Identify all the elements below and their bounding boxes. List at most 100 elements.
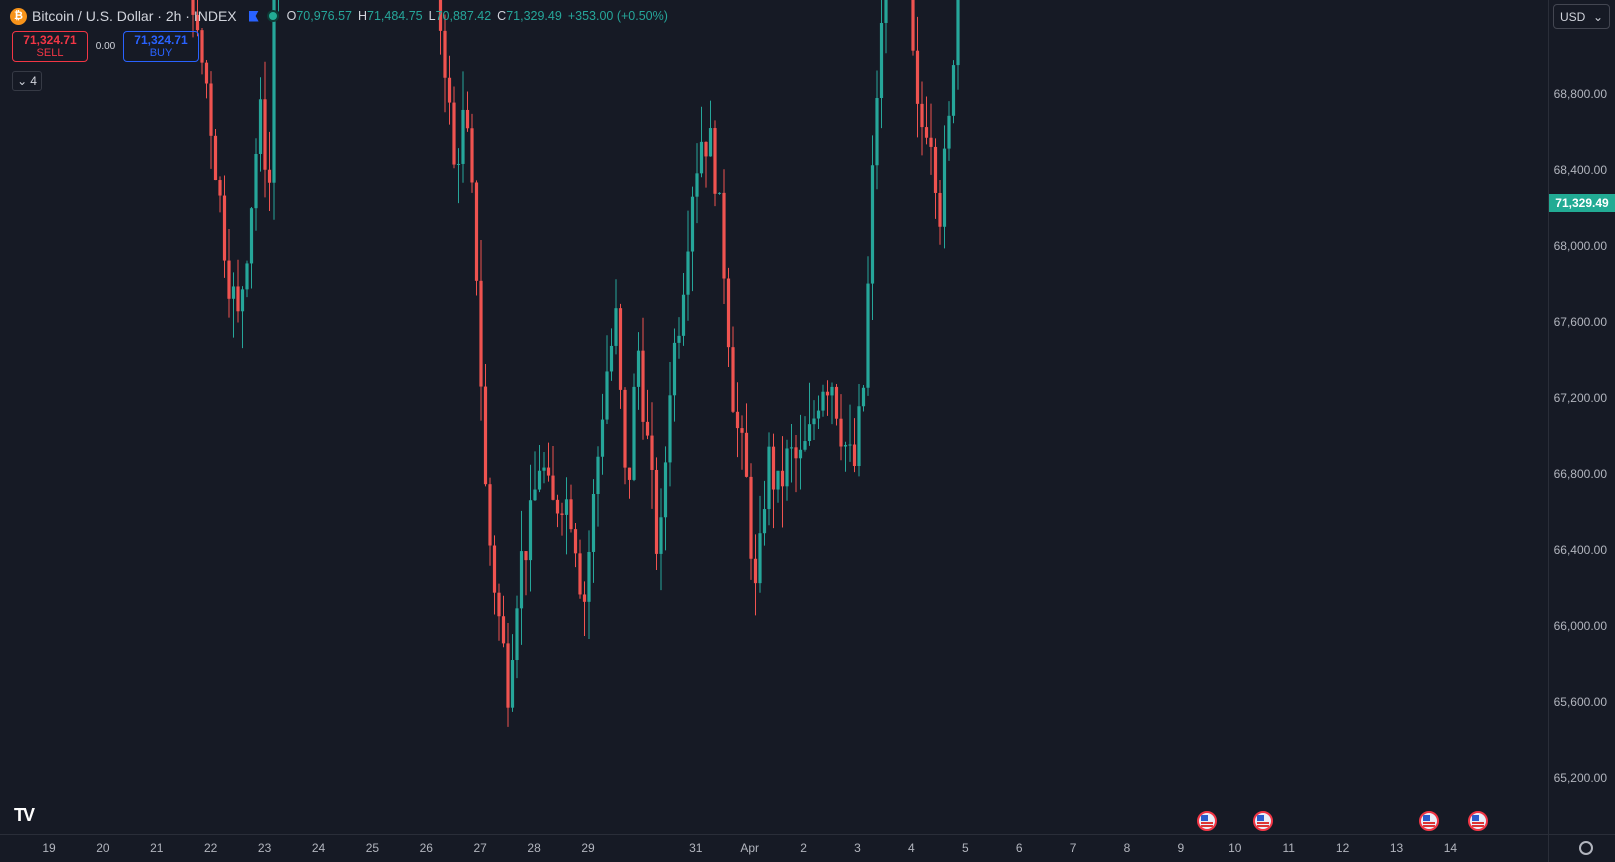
candle-body (753, 558, 758, 584)
time-tick-label: 9 (1177, 841, 1185, 855)
candle-body (492, 545, 497, 593)
flag-icon[interactable] (248, 10, 259, 22)
time-scale[interactable]: 19 20 21 22 23 24 25 26 27 28 29 31 Apr 2 3 4 5 6 7 8 9 10 11 1… (0, 834, 1548, 862)
price-tick-label: 67,600.00 (1553, 315, 1607, 329)
time-tick-label: 24 (311, 841, 326, 855)
candle-body (717, 192, 722, 194)
candle-body (933, 146, 938, 193)
indicators-count: 4 (30, 74, 37, 88)
price-tick-label: 68,400.00 (1553, 163, 1607, 177)
candle-body (438, 0, 443, 31)
time-tick-label: 7 (1069, 841, 1077, 855)
candle-body (668, 395, 672, 463)
ohlc-close: C71,329.49 (497, 9, 562, 23)
candle-body (956, 0, 960, 66)
settings-icon[interactable] (1579, 841, 1593, 855)
candle-body (555, 499, 560, 514)
candle-body (236, 286, 240, 312)
us-flag-event-icon[interactable] (1197, 811, 1217, 831)
price-tick-label: 66,400.00 (1553, 543, 1607, 557)
candle-body (848, 444, 852, 446)
indicators-toggle[interactable]: ⌄ 4 (12, 71, 42, 91)
candle-body (614, 308, 618, 346)
sell-button[interactable]: 71,324.71 SELL (12, 31, 88, 62)
candle-body (794, 447, 798, 459)
candle-body (524, 551, 528, 561)
candle-body (789, 447, 794, 449)
candle-body (249, 208, 254, 264)
currency-select[interactable]: USD ⌄ (1553, 4, 1610, 29)
candle-body (618, 308, 623, 390)
candle-body (951, 65, 956, 116)
chart-area[interactable] (0, 0, 1548, 834)
tradingview-logo[interactable]: TV (14, 805, 35, 825)
candle-body (465, 109, 470, 129)
candle-body (267, 169, 272, 183)
price-tick-label: 66,000.00 (1553, 619, 1607, 633)
candle-body (452, 102, 456, 165)
candle-body (695, 173, 699, 197)
candle-body (915, 50, 920, 104)
trade-panel: 71,324.71 SELL 0.00 71,324.71 BUY (12, 31, 199, 62)
candle-body (510, 660, 515, 708)
candle-body (596, 456, 600, 495)
time-tick-label: 3 (854, 841, 861, 855)
time-tick-label: 23 (257, 841, 272, 855)
time-tick-label: 19 (42, 841, 56, 855)
time-tick-label: 5 (961, 841, 969, 855)
candle-body (749, 476, 753, 559)
time-tick-label: 13 (1389, 841, 1404, 855)
candle-body (231, 286, 236, 299)
candle-body (209, 83, 213, 136)
candle-body (263, 99, 267, 170)
price-chart[interactable] (0, 0, 1548, 834)
candle-body (488, 484, 492, 546)
market-status-icon[interactable] (266, 10, 279, 22)
candle-body (681, 294, 686, 336)
candle-body (222, 195, 227, 261)
candle-body (861, 387, 866, 407)
candle-body (623, 389, 627, 468)
candle-body (659, 517, 663, 554)
candle-body (942, 148, 947, 227)
candle-body (515, 608, 519, 661)
candle-body (560, 513, 564, 515)
time-tick-label: 11 (1282, 841, 1295, 855)
candle-body (528, 500, 533, 561)
candle-body (195, 14, 200, 31)
candle-body (690, 196, 695, 252)
candle-body (785, 448, 789, 487)
time-tick-label: 25 (365, 841, 380, 855)
sell-price: 71,324.71 (23, 33, 77, 47)
price-tick-label: 67,200.00 (1553, 391, 1607, 405)
candle-body (866, 283, 870, 388)
candle-body (740, 428, 744, 433)
symbol-title[interactable]: Bitcoin / U.S. Dollar · 2h · INDEX (32, 8, 237, 24)
chevron-down-icon: ⌄ (17, 74, 28, 88)
us-flag-event-icon[interactable] (1419, 811, 1439, 831)
candle-body (731, 347, 735, 412)
buy-button[interactable]: 71,324.71 BUY (123, 31, 199, 62)
time-tick-label: 12 (1335, 841, 1350, 855)
candle-body (812, 418, 816, 425)
candle-body (245, 263, 249, 290)
us-flag-event-icon[interactable] (1253, 811, 1273, 831)
scale-corner (1548, 834, 1615, 862)
candle-body (632, 386, 636, 480)
candle-body (920, 103, 924, 128)
candle-body (461, 109, 465, 164)
price-scale[interactable]: 65,200.00 65,600.00 66,000.00 66,400.00 66,8… (1548, 0, 1615, 834)
candle-body (938, 192, 942, 227)
candle-body (641, 350, 645, 422)
candle-body (771, 446, 776, 490)
time-tick-label: 29 (581, 841, 595, 855)
sell-label: SELL (36, 47, 64, 59)
candle-body (456, 163, 461, 165)
price-tick-label: 65,200.00 (1553, 771, 1607, 785)
candle-body (699, 141, 704, 174)
buy-label: BUY (149, 47, 173, 59)
candle-body (582, 594, 587, 602)
us-flag-event-icon[interactable] (1468, 811, 1488, 831)
currency-label: USD (1560, 9, 1586, 24)
candle-body (272, 0, 276, 183)
